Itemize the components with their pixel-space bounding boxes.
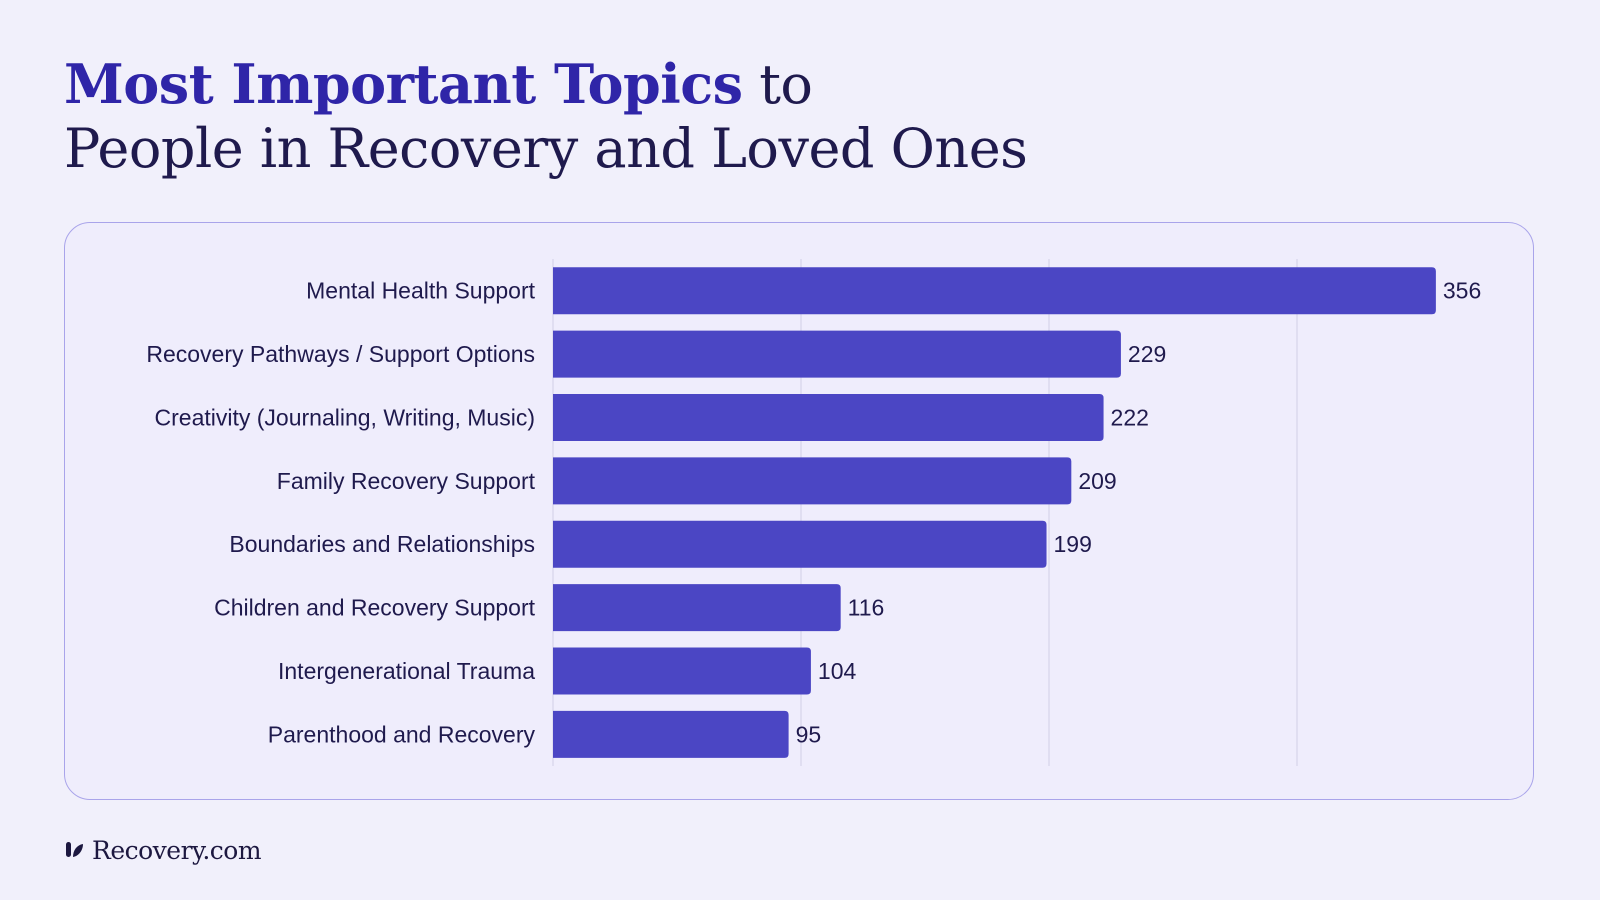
bar: [553, 710, 789, 758]
value-label: 229: [1128, 341, 1166, 367]
category-label: Mental Health Support: [306, 278, 535, 304]
category-label: Family Recovery Support: [277, 468, 536, 494]
bar: [553, 520, 1047, 568]
chart-card: Mental Health Support 356 Recovery Pathway…: [64, 222, 1534, 800]
title-rest: to: [742, 53, 813, 116]
value-label: 104: [818, 658, 857, 684]
category-label: Creativity (Journaling, Writing, Music): [155, 404, 535, 430]
brand-logo[interactable]: Recovery.com: [64, 835, 262, 865]
bar: [553, 647, 811, 695]
category-label: Parenthood and Recovery: [268, 721, 536, 747]
title-highlight: Most Important Topics: [64, 52, 743, 116]
value-label: 356: [1443, 278, 1481, 304]
category-label: Boundaries and Relationships: [229, 531, 535, 557]
bar: [553, 393, 1104, 441]
value-label: 116: [848, 595, 885, 621]
title-line-2: People in Recovery and Loved Ones: [64, 117, 1028, 180]
chart-title: Most Important Topics to People in Recov…: [64, 52, 1028, 181]
bar: [553, 457, 1072, 505]
category-label: Intergenerational Trauma: [278, 658, 535, 684]
bar: [553, 330, 1121, 378]
bar-chart: Mental Health Support 356 Recovery Pathway…: [146, 259, 1481, 766]
category-label: Children and Recovery Support: [214, 595, 536, 621]
category-label: Recovery Pathways / Support Options: [146, 341, 535, 367]
brand-name: Recovery.com: [92, 835, 262, 865]
value-label: 199: [1054, 531, 1092, 557]
value-label: 95: [796, 721, 822, 747]
bar: [553, 267, 1436, 315]
recovery-logo-icon: [66, 842, 83, 857]
value-label: 209: [1078, 468, 1116, 494]
value-label: 222: [1111, 404, 1149, 430]
bar: [553, 584, 841, 632]
